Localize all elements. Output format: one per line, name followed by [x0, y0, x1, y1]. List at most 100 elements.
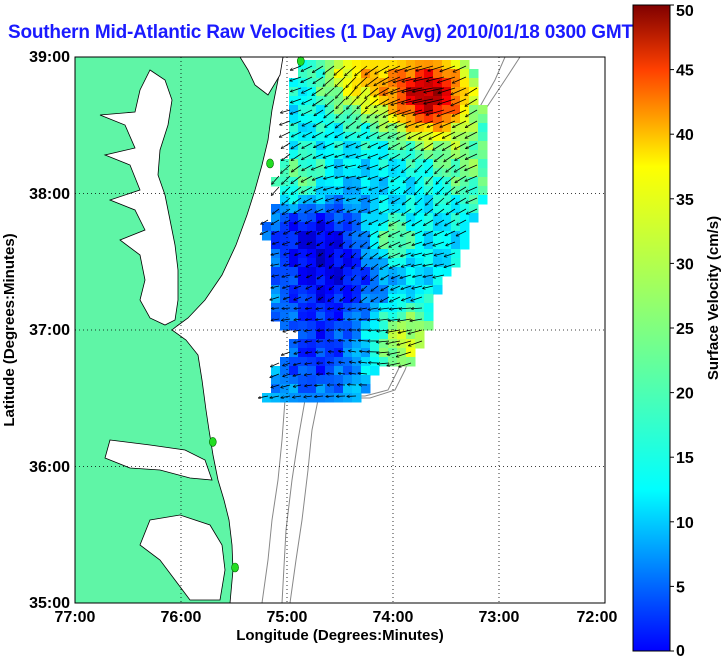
- velocity-cell: [415, 105, 425, 115]
- velocity-arrow: [293, 396, 302, 397]
- velocity-cell: [397, 141, 407, 151]
- velocity-cell: [352, 69, 362, 79]
- velocity-arrow: [412, 263, 423, 266]
- velocity-cell: [370, 186, 380, 196]
- velocity-arrow: [335, 76, 346, 87]
- velocity-arrow: [405, 65, 423, 71]
- velocity-cell: [406, 276, 416, 286]
- velocity-arrow: [370, 252, 379, 259]
- velocity-cell: [460, 213, 470, 223]
- velocity-cell: [478, 150, 488, 160]
- velocity-cell: [370, 312, 380, 322]
- velocity-cell: [289, 213, 299, 223]
- velocity-arrow: [415, 175, 423, 184]
- velocity-cell: [424, 60, 434, 70]
- velocity-cell: [298, 276, 308, 286]
- velocity-cell: [379, 285, 389, 295]
- velocity-cell: [289, 249, 299, 259]
- velocity-arrow: [411, 308, 423, 309]
- velocity-cell: [334, 312, 344, 322]
- velocity-arrow: [466, 197, 478, 203]
- velocity-arrow: [302, 98, 313, 104]
- velocity-cell: [334, 87, 344, 97]
- velocity-arrow: [291, 98, 302, 103]
- velocity-cell: [271, 303, 281, 313]
- velocity-cell: [343, 213, 353, 223]
- velocity-cell: [442, 222, 452, 232]
- colorbar-tick-label: 40: [676, 127, 694, 144]
- velocity-arrow: [380, 296, 390, 302]
- velocity-cell: [370, 87, 380, 97]
- velocity-cell: [334, 186, 344, 196]
- velocity-cell: [316, 60, 326, 70]
- velocity-cell: [334, 285, 344, 295]
- velocity-arrow: [357, 175, 368, 178]
- velocity-cell: [289, 105, 299, 115]
- velocity-cell: [388, 294, 398, 304]
- velocity-cell: [325, 204, 335, 214]
- velocity-cell: [433, 159, 443, 169]
- velocity-cell: [298, 285, 308, 295]
- velocity-arrow: [271, 252, 280, 255]
- velocity-cell: [424, 231, 434, 241]
- velocity-arrow: [446, 164, 456, 172]
- velocity-cell: [289, 204, 299, 214]
- velocity-arrow: [281, 109, 291, 113]
- velocity-arrow: [414, 208, 423, 215]
- velocity-cell: [415, 339, 425, 349]
- velocity-arrow: [404, 186, 412, 193]
- velocity-cell: [397, 258, 407, 268]
- velocity-arrow: [362, 274, 368, 280]
- velocity-arrow: [317, 274, 324, 279]
- velocity-arrow: [413, 274, 423, 277]
- velocity-cell: [325, 96, 335, 106]
- velocity-arrow: [339, 230, 346, 235]
- velocity-cell: [433, 249, 443, 259]
- velocity-arrow: [292, 131, 302, 137]
- velocity-arrow: [374, 98, 390, 107]
- velocity-arrow: [379, 164, 390, 170]
- velocity-arrow: [440, 65, 456, 71]
- velocity-cell: [352, 204, 362, 214]
- velocity-arrow: [327, 219, 335, 224]
- velocity-cell: [343, 276, 353, 286]
- velocity-cell: [289, 132, 299, 142]
- velocity-arrow: [368, 308, 379, 310]
- velocity-cell: [352, 312, 362, 322]
- velocity-cell: [370, 177, 380, 187]
- velocity-cell: [469, 132, 479, 142]
- velocity-cell: [406, 177, 416, 187]
- velocity-cell: [433, 177, 443, 187]
- velocity-arrow: [367, 109, 379, 118]
- velocity-arrow: [334, 65, 346, 75]
- velocity-arrow: [358, 373, 368, 374]
- velocity-cell: [370, 114, 380, 124]
- velocity-cell: [325, 222, 335, 232]
- velocity-cell: [433, 276, 443, 286]
- velocity-cell: [307, 60, 317, 70]
- velocity-cell: [415, 294, 425, 304]
- velocity-arrow: [455, 142, 467, 149]
- velocity-cell: [343, 393, 353, 403]
- velocity-cell: [469, 204, 479, 214]
- velocity-arrow: [283, 373, 291, 376]
- velocity-cell: [343, 312, 353, 322]
- velocity-cell: [397, 303, 407, 313]
- velocity-arrow: [434, 252, 445, 256]
- velocity-arrow: [433, 142, 445, 150]
- velocity-cell: [370, 249, 380, 259]
- velocity-cell: [451, 69, 461, 79]
- velocity-arrow: [305, 296, 313, 300]
- velocity-arrow: [421, 142, 434, 151]
- velocity-cell: [298, 177, 308, 187]
- velocity-arrow: [272, 308, 280, 309]
- velocity-cell: [262, 231, 272, 241]
- velocity-cell: [307, 78, 317, 88]
- velocity-arrow: [314, 142, 324, 147]
- velocity-arrow: [345, 65, 357, 76]
- velocity-arrow: [358, 197, 368, 200]
- velocity-arrow: [352, 263, 357, 269]
- velocity-arrow: [402, 208, 412, 215]
- velocity-cell: [361, 357, 371, 367]
- velocity-arrow: [282, 208, 291, 214]
